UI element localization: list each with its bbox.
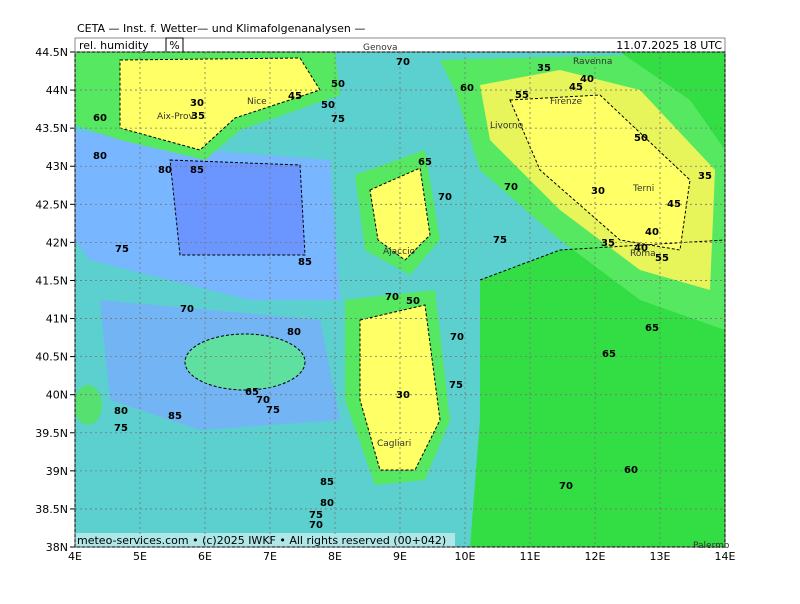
lat-label: 41N xyxy=(46,313,68,326)
contour-label: 75 xyxy=(266,405,280,416)
valid-time: 11.07.2025 18 UTC xyxy=(616,39,722,52)
contour-label: 75 xyxy=(493,235,507,246)
lon-label: 8E xyxy=(328,550,342,563)
unit: % xyxy=(169,39,179,52)
contour-label: 35 xyxy=(601,238,615,249)
lon-label: 9E xyxy=(393,550,407,563)
lon-label: 4E xyxy=(68,550,82,563)
contour-label: 80 xyxy=(93,151,107,162)
city-label: Ajaccio xyxy=(383,247,416,257)
lon-label: 13E xyxy=(650,550,671,563)
contour-label: 85 xyxy=(320,477,334,488)
contour-label: 30 xyxy=(591,186,605,197)
map-field xyxy=(75,52,725,547)
city-label: Genova xyxy=(363,43,398,53)
contour-label: 50 xyxy=(321,100,335,111)
contour-label: 50 xyxy=(406,296,420,307)
contour-label: 55 xyxy=(515,90,529,101)
contour-label: 80 xyxy=(114,406,128,417)
lat-label: 44N xyxy=(46,84,68,97)
contour-label: 70 xyxy=(450,332,464,343)
contour-label: 70 xyxy=(385,292,399,303)
lon-label: 6E xyxy=(198,550,212,563)
contour-label: 55 xyxy=(655,253,669,264)
lat-label: 42N xyxy=(46,236,68,249)
footer: meteo-services.com • (c)2025 IWKF • All … xyxy=(77,534,446,547)
contour-label: 70 xyxy=(309,520,323,531)
parameter: rel. humidity xyxy=(79,39,149,52)
lat-label: 38N xyxy=(46,541,68,554)
contour-label: 45 xyxy=(667,199,681,210)
contour-label: 85 xyxy=(298,257,312,268)
contour-label: 65 xyxy=(645,323,659,334)
contour-label: 80 xyxy=(320,498,334,509)
city-label: Livorno xyxy=(490,121,524,131)
contour-label: 85 xyxy=(168,411,182,422)
contour-label: 75 xyxy=(331,114,345,125)
contour-label: 60 xyxy=(460,83,474,94)
contour-label: 85 xyxy=(190,165,204,176)
lon-label: 14E xyxy=(715,550,736,563)
lat-label: 41.5N xyxy=(35,274,68,287)
contour-label: 75 xyxy=(309,510,323,521)
contour-label: 80 xyxy=(287,327,301,338)
contour-label: 35 xyxy=(537,63,551,74)
contour-label: 30 xyxy=(190,98,204,109)
contour-label: 65 xyxy=(418,157,432,168)
institute: CETA — Inst. f. Wetter— und Klimafolgena… xyxy=(77,22,365,35)
contour-label: 60 xyxy=(93,113,107,124)
contour-label: 50 xyxy=(331,79,345,90)
contour-label: 65 xyxy=(245,387,259,398)
contour-label: 80 xyxy=(158,165,172,176)
lat-label: 40.5N xyxy=(35,351,68,364)
contour-label: 75 xyxy=(115,244,129,255)
contour-label: 70 xyxy=(504,182,518,193)
city-label: Firenze xyxy=(550,97,582,107)
contour-label: 45 xyxy=(288,91,302,102)
contour-label: 65 xyxy=(602,349,616,360)
lat-label: 38.5N xyxy=(35,503,68,516)
lat-label: 40N xyxy=(46,389,68,402)
city-label: Palermo xyxy=(693,541,730,551)
lat-label: 39N xyxy=(46,465,68,478)
lon-label: 7E xyxy=(263,550,277,563)
contour-label: 35 xyxy=(698,171,712,182)
lat-label: 42.5N xyxy=(35,198,68,211)
contour-label: 70 xyxy=(180,304,194,315)
city-label: Roma xyxy=(630,249,656,259)
contour-label: 70 xyxy=(559,481,573,492)
lat-label: 43.5N xyxy=(35,122,68,135)
lon-label: 10E xyxy=(455,550,476,563)
contour-label: 40 xyxy=(634,243,648,254)
contour-label: 45 xyxy=(569,82,583,93)
contour-label: 40 xyxy=(645,227,659,238)
lat-label: 39.5N xyxy=(35,427,68,440)
lat-label: 44.5N xyxy=(35,46,68,59)
contour-label: 75 xyxy=(449,380,463,391)
contour-label: 50 xyxy=(634,133,648,144)
lon-label: 12E xyxy=(585,550,606,563)
contour-label: 70 xyxy=(438,192,452,203)
contour-label: 35 xyxy=(191,111,205,122)
lon-label: 5E xyxy=(133,550,147,563)
contour-label: 75 xyxy=(114,423,128,434)
lon-label: 11E xyxy=(520,550,541,563)
city-label: Aix-Prov. xyxy=(157,112,196,122)
city-label: Terni xyxy=(632,184,654,194)
contour-label: 70 xyxy=(396,57,410,68)
city-label: Cagliari xyxy=(377,439,411,449)
city-label: Nice xyxy=(247,97,267,107)
contour-label: 40 xyxy=(580,74,594,85)
lat-label: 43N xyxy=(46,160,68,173)
contour-label: 60 xyxy=(624,465,638,476)
city-label: Ravenna xyxy=(573,57,612,67)
contour-label: 30 xyxy=(396,390,410,401)
contour-label: 70 xyxy=(256,395,270,406)
